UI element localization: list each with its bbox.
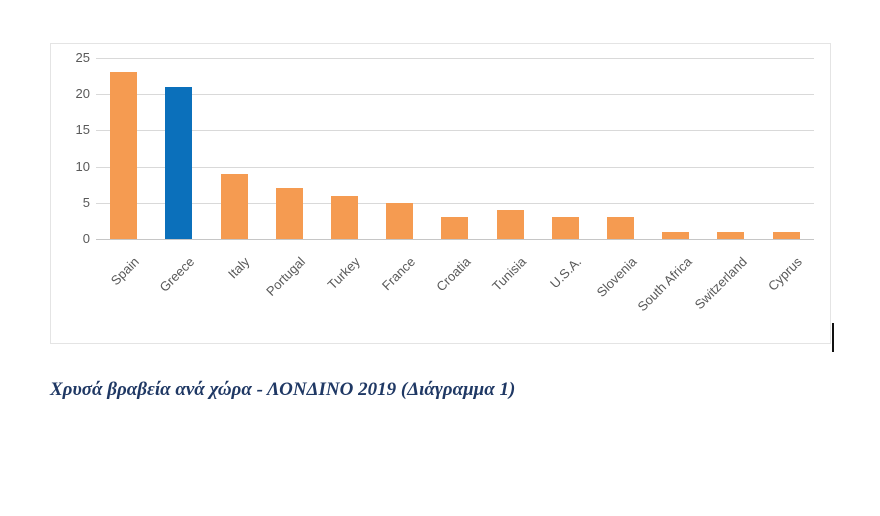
x-axis-label-france: France	[378, 254, 419, 294]
y-axis-tick-label: 15	[75, 122, 90, 138]
x-axis-label-south-africa: South Africa	[634, 254, 695, 315]
text-cursor	[832, 323, 834, 352]
bar-south-africa	[662, 231, 690, 239]
chart-caption: Χρυσά βραβεία ανά χώρα - ΛΟΝΔΙΝΟ 2019 (Δ…	[50, 379, 516, 400]
bar-usa	[551, 217, 579, 239]
x-axis-label-italy: Italy	[225, 254, 253, 282]
y-axis-tick-label: 0	[82, 231, 90, 246]
x-axis-label-portugal: Portugal	[262, 254, 308, 299]
y-axis-tick-label: 20	[75, 86, 90, 102]
gold-medals-chart[interactable]: 0 5 10 15 20 25 Spain Greece Italy Portugal Turkey…	[50, 43, 831, 344]
bar-cyprus	[772, 231, 800, 239]
bar-spain	[110, 72, 138, 239]
x-axis-label-slovenia: Slovenia	[593, 254, 640, 300]
x-axis-label-switzerland: Switzerland	[691, 254, 750, 313]
x-axis-label-usa: U.S.A.	[546, 254, 584, 292]
gridline	[96, 94, 814, 96]
x-axis-line	[96, 239, 814, 240]
x-axis-label-turkey: Turkey	[324, 254, 364, 293]
y-axis-tick-label: 5	[82, 194, 90, 210]
bar-portugal	[275, 188, 303, 239]
bar-croatia	[441, 217, 469, 239]
gridline	[96, 58, 814, 59]
bar-tunisia	[496, 210, 524, 239]
gridline	[96, 202, 814, 204]
x-axis-label-greece: Greece	[156, 254, 198, 295]
x-axis-label-cyprus: Cyprus	[764, 254, 805, 294]
y-axis-tick-label: 25	[75, 50, 90, 65]
bar-turkey	[330, 195, 358, 239]
gridline	[96, 166, 814, 168]
bar-france	[386, 202, 414, 239]
gridline	[96, 130, 814, 132]
x-axis-label-croatia: Croatia	[433, 254, 474, 295]
bar-switzerland	[717, 231, 745, 239]
x-axis-label-spain: Spain	[108, 254, 143, 289]
bar-slovenia	[606, 217, 634, 239]
bar-italy	[220, 173, 248, 239]
bar-greece	[165, 86, 193, 239]
x-axis-label-tunisia: Tunisia	[488, 254, 529, 294]
y-axis-tick-label: 10	[75, 158, 90, 174]
